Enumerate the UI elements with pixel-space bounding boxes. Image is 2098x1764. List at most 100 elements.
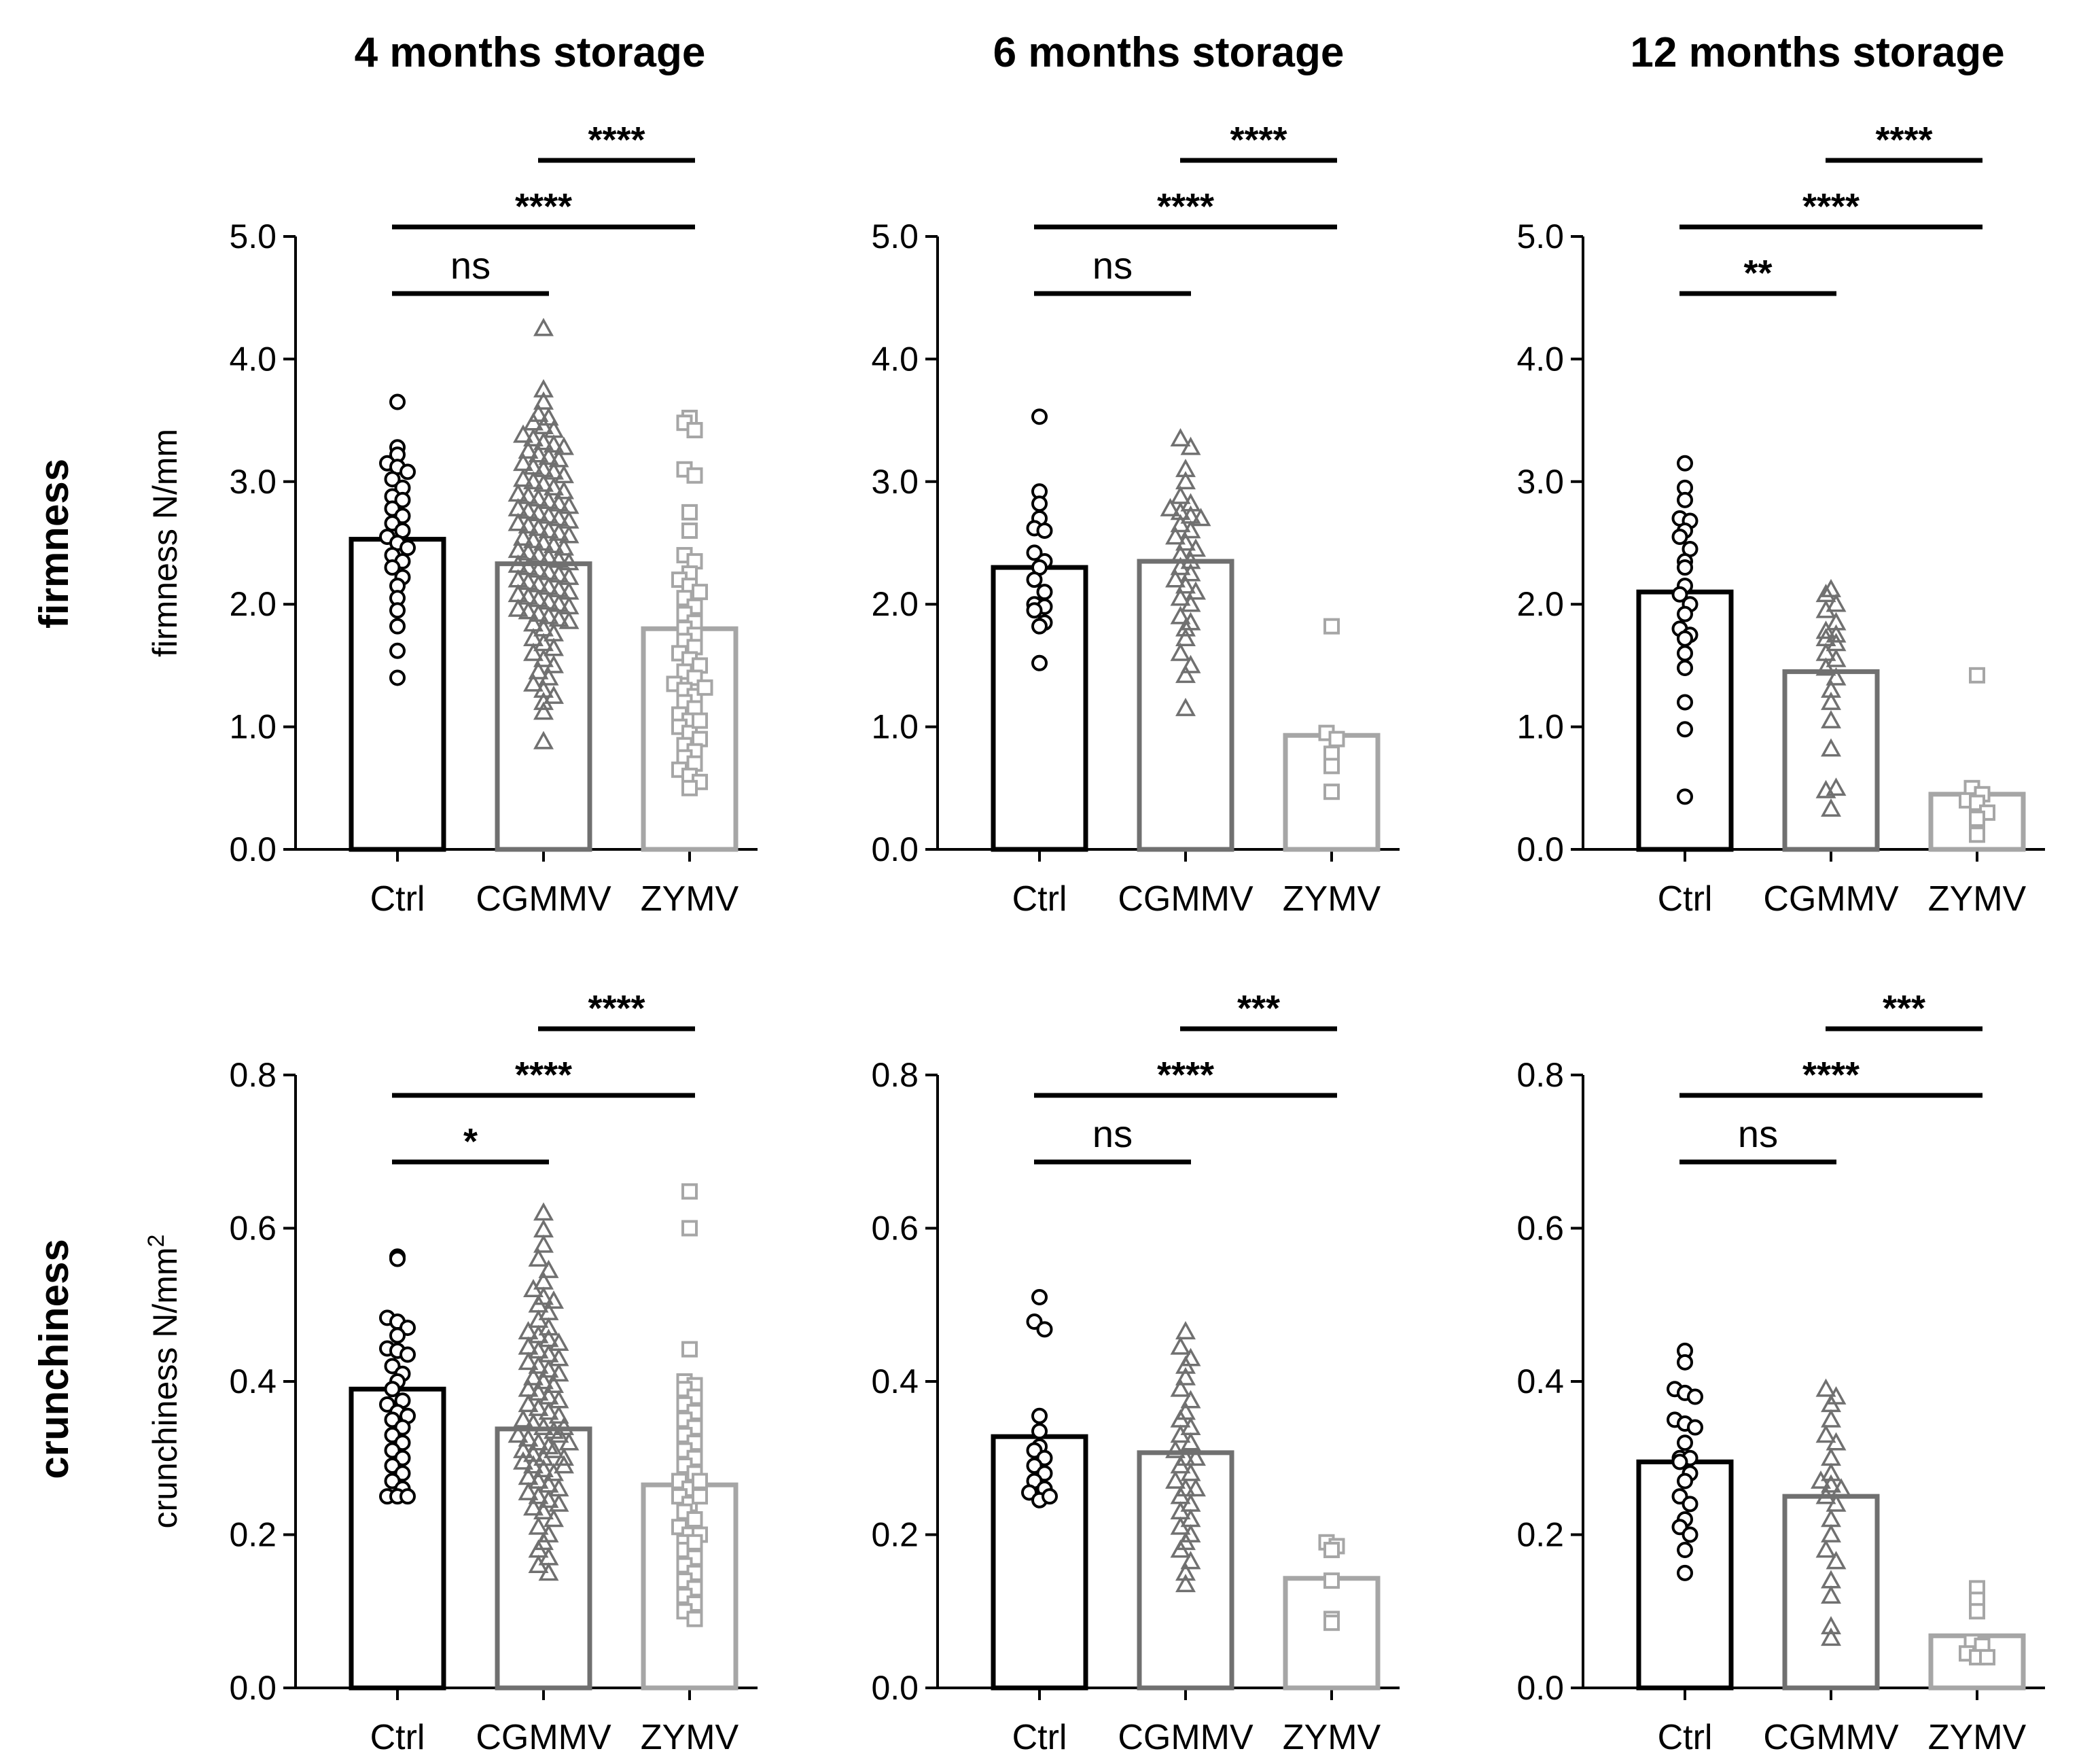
y-axis-label: firmness N/mm — [146, 429, 184, 657]
y-tick-label: 0.0 — [229, 1669, 277, 1707]
data-point — [686, 1610, 703, 1627]
y-tick-label: 2.0 — [871, 585, 919, 623]
data-point — [384, 1381, 401, 1398]
x-tick-label: Ctrl — [1012, 1718, 1067, 1757]
data-point — [1821, 1409, 1841, 1428]
data-point — [1323, 783, 1340, 800]
bar-cgmmv — [1137, 1450, 1234, 1691]
data-point — [1682, 1526, 1699, 1543]
data-point — [681, 1183, 698, 1200]
significance-label: *** — [1237, 988, 1280, 1029]
data-point — [1175, 532, 1196, 551]
data-point — [518, 440, 539, 459]
data-point — [533, 1417, 554, 1435]
data-point — [1180, 1462, 1201, 1481]
data-point — [1031, 1423, 1048, 1440]
data-point — [1969, 810, 1985, 827]
data-point — [1180, 436, 1201, 455]
data-point — [1175, 1355, 1196, 1374]
significance-label: *** — [1883, 988, 1925, 1029]
data-point — [1175, 618, 1196, 637]
data-point — [1175, 1366, 1196, 1386]
data-point — [1682, 1496, 1699, 1513]
data-point — [1677, 694, 1693, 711]
data-point — [1969, 667, 1985, 684]
significance-label: ns — [1092, 1112, 1133, 1155]
y-tick-label: 2.0 — [1516, 585, 1564, 623]
data-point — [681, 1341, 698, 1358]
y-tick-label: 5.0 — [871, 217, 919, 255]
data-point — [528, 444, 549, 463]
data-point — [538, 1317, 559, 1336]
data-point — [1677, 605, 1693, 622]
data-point — [533, 532, 554, 551]
significance-label: **** — [1802, 186, 1860, 227]
data-point — [1815, 1539, 1836, 1558]
data-point — [1323, 1615, 1340, 1631]
data-point — [1821, 709, 1841, 728]
data-point — [538, 1401, 559, 1420]
data-point — [533, 691, 554, 710]
data-point — [548, 1493, 569, 1512]
data-point — [544, 1509, 564, 1528]
y-tick-label: 0.2 — [871, 1516, 919, 1554]
data-point — [1186, 581, 1206, 600]
data-point — [1165, 569, 1186, 588]
data-point — [548, 1424, 569, 1443]
y-tick-label: 1.0 — [1516, 708, 1564, 746]
data-point — [692, 1488, 708, 1505]
data-point — [1677, 1354, 1693, 1371]
data-point — [1826, 624, 1847, 643]
data-point — [523, 1455, 544, 1474]
data-point — [1175, 1562, 1196, 1581]
data-point — [1677, 1564, 1693, 1581]
data-point — [1186, 1478, 1206, 1497]
data-point — [1815, 620, 1836, 639]
x-tick-label: Ctrl — [1658, 879, 1713, 919]
data-point — [523, 1279, 544, 1298]
data-point — [1821, 1570, 1841, 1589]
data-point — [544, 535, 564, 553]
y-tick-label: 0.6 — [229, 1210, 277, 1248]
column-title-4-months: 4 months storage — [355, 29, 706, 76]
data-point — [1979, 1648, 1995, 1665]
data-point — [1190, 508, 1211, 527]
data-point — [554, 1455, 574, 1474]
y-tick-label: 0.4 — [871, 1362, 919, 1400]
data-point — [399, 1346, 416, 1363]
data-point — [548, 608, 569, 627]
row-title-crunchiness: crunchiness — [31, 1239, 77, 1479]
data-point — [508, 512, 529, 531]
data-point — [1815, 599, 1836, 618]
y-tick-label: 1.0 — [871, 708, 919, 746]
significance-label: **** — [1802, 1055, 1860, 1095]
titles-layer: 4 months storage 6 months storage 12 mon… — [31, 29, 2005, 1479]
data-point — [528, 660, 549, 680]
data-point — [548, 448, 569, 468]
data-point — [544, 685, 564, 704]
x-tick-label: ZYMV — [1283, 879, 1381, 919]
data-point — [1677, 1434, 1693, 1451]
y-tick-label: 0.8 — [871, 1056, 919, 1094]
data-point — [538, 1562, 559, 1581]
data-point — [558, 610, 580, 629]
data-point — [686, 1511, 703, 1528]
significance-label: ** — [1743, 253, 1772, 294]
data-point — [544, 434, 564, 453]
data-point — [1811, 1470, 1831, 1489]
data-point — [513, 1439, 533, 1458]
significance-label: ns — [450, 244, 491, 287]
data-point — [1821, 691, 1841, 710]
data-point — [544, 1290, 564, 1309]
data-point — [513, 424, 533, 443]
data-point — [1180, 1432, 1201, 1451]
data-point — [1031, 618, 1048, 635]
data-point — [1323, 1542, 1340, 1559]
data-point — [1180, 563, 1201, 582]
panels-layer: firmness N/mm 0.0 1.0 2.0 3.0 4.0 5.0 Ctrl CGMMV… — [143, 120, 2045, 1757]
data-point — [1031, 1407, 1048, 1424]
data-point — [513, 527, 533, 546]
x-tick-label: Ctrl — [1658, 1718, 1713, 1757]
data-point — [523, 471, 544, 490]
